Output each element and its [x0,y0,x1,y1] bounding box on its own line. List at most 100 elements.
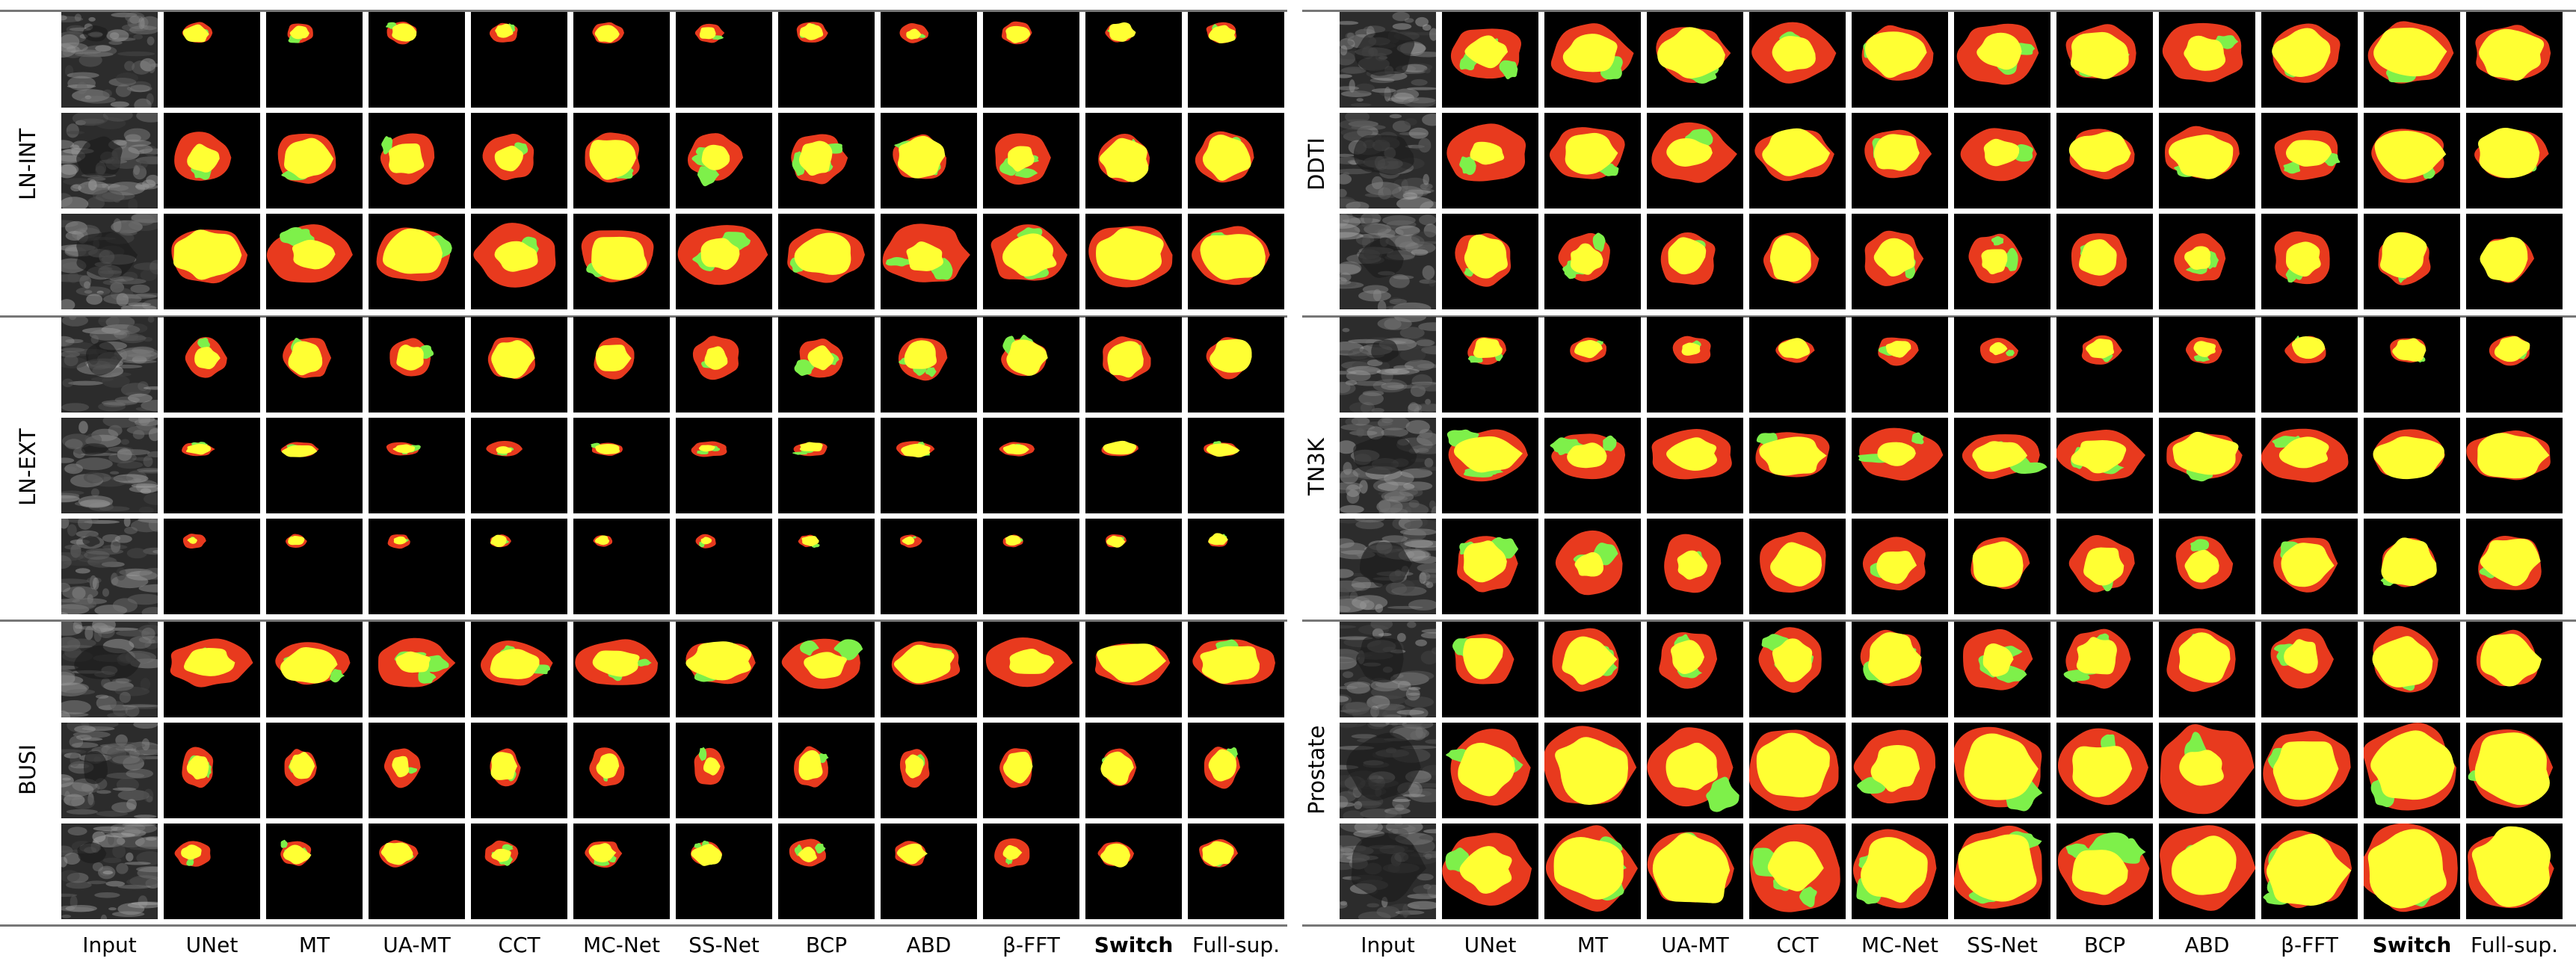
segmentation-overlay [983,519,1079,614]
segmentation-overlay [266,12,363,108]
segmentation-overlay [471,622,567,717]
segmentation-overlay [1085,519,1182,614]
segmentation-overlay [266,113,363,208]
segmentation-overlay [1647,214,1743,309]
segmentation-overlay [1954,723,2050,818]
segmentation-overlay [983,214,1079,309]
segmentation-overlay [369,113,465,208]
segmentation-overlay [369,622,465,717]
segmentation-overlay [2056,418,2153,513]
segmentation-overlay [2261,317,2358,413]
column-label: Switch [2372,933,2452,957]
segmentation-overlay [2261,214,2358,309]
segmentation-overlay [1954,622,2050,717]
segmentation-overlay [1188,418,1284,513]
segmentation-overlay [1442,723,1538,818]
column-label: BCP [2083,933,2126,957]
segmentation-overlay [1749,723,1846,818]
segmentation-overlay [1544,317,1641,413]
segmentation-overlay [676,824,772,919]
bottom-rule-left [0,924,1287,927]
segmentation-overlay [471,317,567,413]
ultrasound-input-image [61,317,158,413]
bottom-rule-right [1302,924,2576,927]
segmentation-overlay [1749,214,1846,309]
segmentation-overlay [2466,214,2563,309]
segmentation-overlay [1188,723,1284,818]
segmentation-overlay [778,317,875,413]
segmentation-overlay [2056,12,2153,108]
segmentation-overlay [1749,519,1846,614]
segmentation-overlay [778,622,875,717]
segmentation-overlay [2466,622,2563,717]
segmentation-overlay [2056,113,2153,208]
segmentation-overlay [2056,317,2153,413]
segmentation-overlay [1954,113,2050,208]
segmentation-overlay [1085,622,1182,717]
segmentation-overlay [1749,113,1846,208]
segmentation-overlay [1188,214,1284,309]
segmentation-overlay [881,519,977,614]
segmentation-overlay [573,622,670,717]
segmentation-overlay [573,12,670,108]
segmentation-overlay [2056,622,2153,717]
segmentation-overlay [1852,824,1948,919]
segmentation-overlay [471,519,567,614]
segmentation-overlay [2466,418,2563,513]
segmentation-overlay [471,418,567,513]
segmentation-overlay [1544,519,1641,614]
segmentation-overlay [369,12,465,108]
segmentation-overlay [1085,824,1182,919]
column-label: BCP [805,933,848,957]
column-label: CCT [498,933,540,957]
segmentation-overlay [1954,519,2050,614]
segmentation-overlay [2159,519,2255,614]
segmentation-overlay [778,12,875,108]
top-rule-left [0,10,1287,12]
segmentation-overlay [1647,418,1743,513]
segmentation-overlay [2261,723,2358,818]
segmentation-overlay [1852,519,1948,614]
segmentation-overlay [2466,12,2563,108]
column-label: ABD [2184,933,2230,957]
segmentation-overlay [266,723,363,818]
segmentation-overlay [1647,519,1743,614]
segmentation-overlay [676,723,772,818]
segmentation-overlay [1188,113,1284,208]
ultrasound-input-image [61,519,158,614]
segmentation-overlay [1749,622,1846,717]
segmentation-overlay [1749,317,1846,413]
ultrasound-input-image [1340,113,1436,208]
segmentation-overlay [2261,12,2358,108]
segmentation-overlay [266,418,363,513]
segmentation-overlay [2466,519,2563,614]
segmentation-overlay [2466,723,2563,818]
column-label: MC-Net [583,933,660,957]
segmentation-overlay [1852,723,1948,818]
ultrasound-input-image [1340,317,1436,413]
segmentation-overlay [1544,113,1641,208]
segmentation-overlay [164,418,260,513]
segmentation-overlay [1647,12,1743,108]
group-label-tn3k: TN3K [1304,438,1329,496]
segmentation-overlay [573,317,670,413]
column-label: MT [298,933,330,957]
segmentation-overlay [573,113,670,208]
segmentation-overlay [983,317,1079,413]
segmentation-overlay [2364,317,2460,413]
group-label-prostate: Prostate [1304,725,1329,815]
segmentation-overlay [2261,113,2358,208]
separator-left-1 [0,315,1287,318]
segmentation-overlay [1188,824,1284,919]
segmentation-overlay [1852,418,1948,513]
segmentation-overlay [1544,622,1641,717]
segmentation-overlay [1749,418,1846,513]
segmentation-overlay [1442,214,1538,309]
segmentation-overlay [266,317,363,413]
group-label-ln-int: LN-INT [15,128,40,201]
segmentation-overlay [1852,317,1948,413]
segmentation-overlay [1852,113,1948,208]
segmentation-overlay [1954,12,2050,108]
column-label: UA-MT [383,933,451,957]
